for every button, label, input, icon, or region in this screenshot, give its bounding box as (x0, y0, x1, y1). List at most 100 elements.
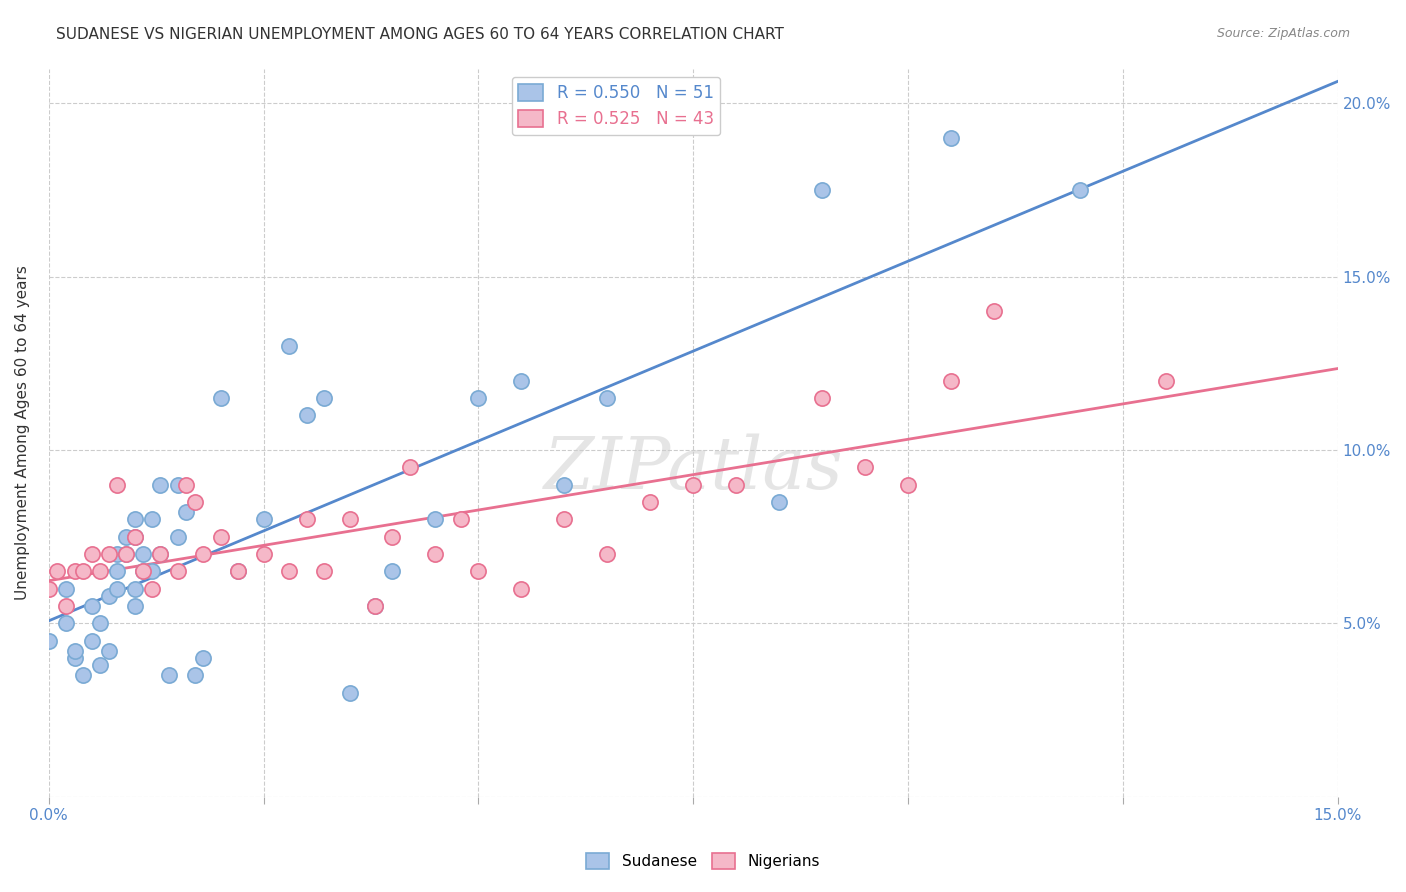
Point (38, 633, 60, 648)
Point (425, 547, 447, 561)
Point (510, 582, 533, 596)
Point (166, 477, 188, 491)
Point (1154, 374, 1177, 388)
Point (811, 183, 834, 197)
Point (149, 547, 172, 561)
Point (596, 547, 619, 561)
Point (1069, 183, 1091, 197)
Point (897, 477, 920, 491)
Point (339, 512, 361, 526)
Point (63, 644, 86, 658)
Point (682, 477, 704, 491)
Point (939, 374, 962, 388)
Point (149, 477, 172, 491)
Point (132, 564, 155, 578)
Point (72, 564, 94, 578)
Point (209, 530, 232, 544)
Point (55, 582, 77, 596)
Point (184, 668, 207, 682)
Point (467, 391, 489, 405)
Legend: R = 0.550   N = 51, R = 0.525   N = 43: R = 0.550 N = 51, R = 0.525 N = 43 (512, 77, 720, 135)
Text: Source: ZipAtlas.com: Source: ZipAtlas.com (1216, 27, 1350, 40)
Point (80, 599, 103, 613)
Point (80, 547, 103, 561)
Point (278, 339, 301, 353)
Point (193, 651, 215, 665)
Point (55, 599, 77, 613)
Point (295, 409, 318, 423)
Point (193, 547, 215, 561)
Point (450, 512, 472, 526)
Y-axis label: Unemployment Among Ages 60 to 64 years: Unemployment Among Ages 60 to 64 years (15, 265, 30, 600)
Point (97, 547, 120, 561)
Point (115, 530, 138, 544)
Point (174, 505, 197, 519)
Point (124, 599, 146, 613)
Point (853, 460, 876, 475)
Point (55, 616, 77, 631)
Point (398, 460, 420, 475)
Point (132, 564, 155, 578)
Point (725, 477, 748, 491)
Point (141, 512, 163, 526)
Point (115, 547, 138, 561)
Point (166, 530, 188, 544)
Point (278, 564, 301, 578)
Point (252, 547, 274, 561)
Point (312, 391, 335, 405)
Point (226, 564, 249, 578)
Point (312, 564, 335, 578)
Point (115, 547, 138, 561)
Point (640, 495, 662, 509)
Point (339, 686, 361, 700)
Point (252, 512, 274, 526)
Point (209, 391, 232, 405)
Point (89, 616, 111, 631)
Point (149, 547, 172, 561)
Point (89, 564, 111, 578)
Point (97, 644, 120, 658)
Point (124, 530, 146, 544)
Point (97, 589, 120, 603)
Point (174, 477, 197, 491)
Point (381, 530, 404, 544)
Point (72, 668, 94, 682)
Point (510, 374, 533, 388)
Point (226, 564, 249, 578)
Point (141, 564, 163, 578)
Point (46, 564, 69, 578)
Point (107, 477, 129, 491)
Legend: Sudanese, Nigerians: Sudanese, Nigerians (581, 847, 825, 875)
Text: SUDANESE VS NIGERIAN UNEMPLOYMENT AMONG AGES 60 TO 64 YEARS CORRELATION CHART: SUDANESE VS NIGERIAN UNEMPLOYMENT AMONG … (56, 27, 785, 42)
Point (132, 547, 155, 561)
Point (381, 564, 404, 578)
Point (107, 564, 129, 578)
Point (553, 512, 575, 526)
Point (184, 495, 207, 509)
Point (157, 668, 180, 682)
Text: ZIPatlas: ZIPatlas (544, 434, 844, 504)
Point (38, 582, 60, 596)
Point (63, 564, 86, 578)
Point (89, 657, 111, 672)
Point (768, 495, 790, 509)
Point (124, 582, 146, 596)
Point (939, 131, 962, 145)
Point (553, 477, 575, 491)
Point (141, 582, 163, 596)
Point (63, 651, 86, 665)
Point (983, 304, 1005, 318)
Point (166, 564, 188, 578)
Point (364, 599, 387, 613)
Point (107, 582, 129, 596)
Point (811, 391, 834, 405)
Point (364, 599, 387, 613)
Point (596, 391, 619, 405)
Point (295, 512, 318, 526)
Point (80, 633, 103, 648)
Point (124, 512, 146, 526)
Point (124, 530, 146, 544)
Point (467, 564, 489, 578)
Point (107, 547, 129, 561)
Point (425, 512, 447, 526)
